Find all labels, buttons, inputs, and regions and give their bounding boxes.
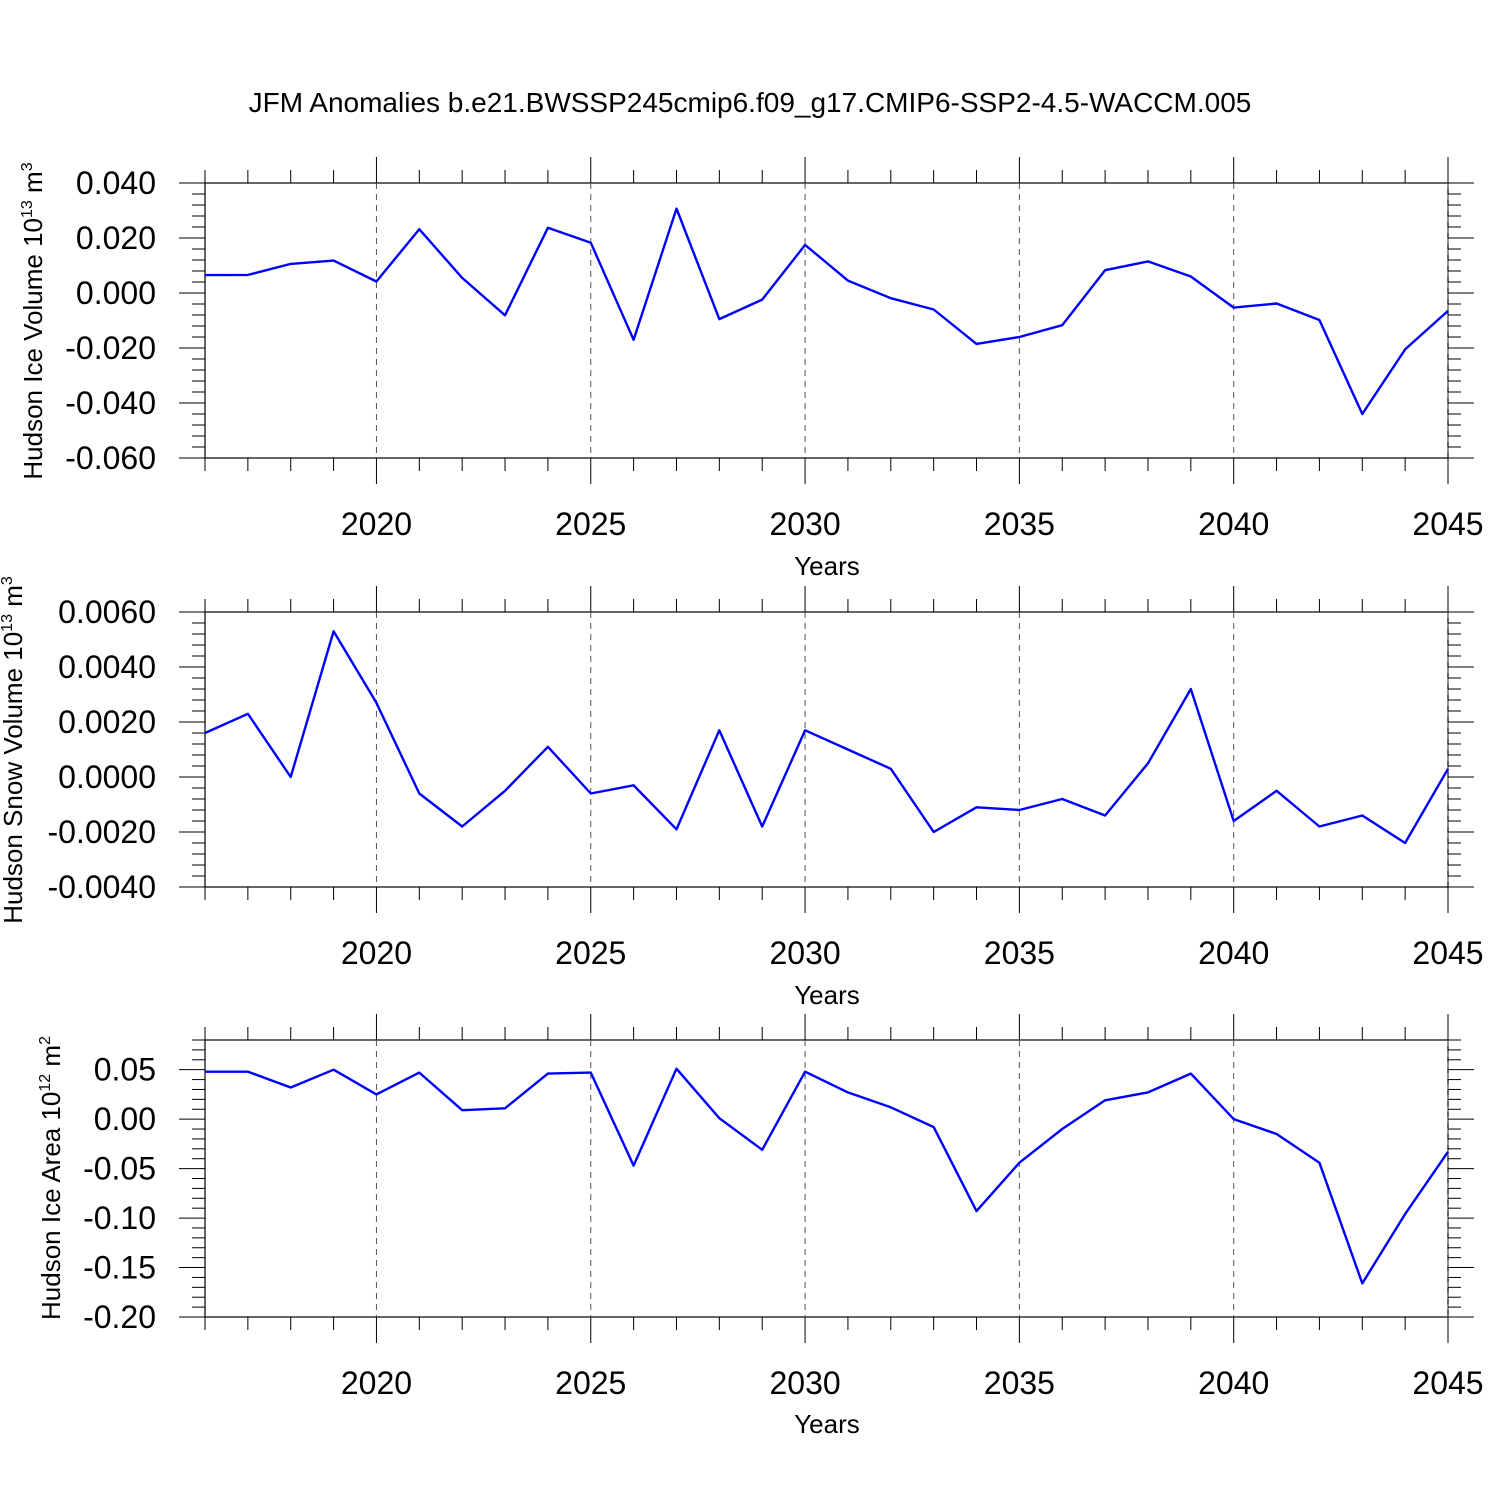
x-tick-label: 2030 <box>769 1365 840 1401</box>
y-tick-label: 0.0040 <box>58 649 156 685</box>
panel-ice-area: 2020 2025 2030 2035 2040 2045 -0.20 -0.15 -0.10 -… <box>36 1014 1484 1439</box>
x-tick-label: 2030 <box>769 506 840 542</box>
y-tick-label: 0.0020 <box>58 704 156 740</box>
y-tick-label: -0.20 <box>83 1299 156 1335</box>
figure-title: JFM Anomalies b.e21.BWSSP245cmip6.f09_g1… <box>249 87 1252 118</box>
panel-snow-volume: 2020 2025 2030 2035 2040 2045 -0.0040 -0.0020 0.… <box>0 576 1484 1010</box>
x-axis-label: Years <box>794 1409 860 1439</box>
y-axis-label-snow-volume: Hudson Snow Volume 1013 m3 <box>0 576 28 924</box>
plot-area-ice-volume <box>204 182 1449 459</box>
x-tick-label: 2035 <box>984 506 1055 542</box>
x-tick-label: 2045 <box>1412 506 1483 542</box>
x-tick-label: 2040 <box>1198 1365 1269 1401</box>
x-tick-label: 2030 <box>769 935 840 971</box>
y-tick-label: -0.15 <box>83 1250 156 1286</box>
series-line <box>204 630 1450 845</box>
x-tick-label: 2040 <box>1198 506 1269 542</box>
series-line <box>205 1067 1449 1285</box>
plot-frame <box>204 182 1449 459</box>
x-tick-label: 2045 <box>1412 935 1483 971</box>
ticks-snow-volume: 2020 2025 2030 2035 2040 2045 -0.0040 -0.0020 0.… <box>47 586 1484 971</box>
x-tick-label: 2025 <box>555 1365 626 1401</box>
panel-ice-volume: 2020 2025 2030 2035 2040 2045 -0.060 -0.040 -0.0… <box>18 157 1484 581</box>
x-tick-label: 2020 <box>341 1365 412 1401</box>
x-tick-label: 2020 <box>341 935 412 971</box>
x-tick-label: 2035 <box>984 935 1055 971</box>
plot-area-snow-volume <box>204 611 1450 888</box>
plot-frame <box>204 611 1449 888</box>
ticks-ice-area: 2020 2025 2030 2035 2040 2045 -0.20 -0.15 -0.10 -… <box>83 1014 1484 1401</box>
y-tick-label: 0.00 <box>94 1101 156 1137</box>
y-tick-label: -0.05 <box>83 1151 156 1187</box>
y-axis-label-ice-area: Hudson Ice Area 1012 m2 <box>36 1036 66 1320</box>
x-tick-label: 2035 <box>984 1365 1055 1401</box>
y-tick-label: -0.060 <box>65 440 156 476</box>
y-tick-label: 0.000 <box>76 275 156 311</box>
y-tick-label: -0.040 <box>65 385 156 421</box>
y-tick-label: 0.0000 <box>58 759 156 795</box>
series-line <box>204 207 1449 416</box>
y-tick-label: -0.10 <box>83 1200 156 1236</box>
y-axis-label-ice-volume: Hudson Ice Volume 1013 m3 <box>18 162 48 479</box>
y-tick-label: 0.05 <box>94 1052 156 1088</box>
x-axis-label: Years <box>794 980 860 1010</box>
x-tick-label: 2020 <box>341 506 412 542</box>
y-tick-label: -0.020 <box>65 330 156 366</box>
y-tick-label: 0.020 <box>76 220 156 256</box>
plot-area-ice-area <box>204 1039 1449 1318</box>
ticks-ice-volume: 2020 2025 2030 2035 2040 2045 -0.060 -0.040 -0.0… <box>65 157 1484 542</box>
x-tick-label: 2025 <box>555 935 626 971</box>
y-tick-label: 0.040 <box>76 165 156 201</box>
y-tick-label: 0.0060 <box>58 594 156 630</box>
x-tick-label: 2040 <box>1198 935 1269 971</box>
x-tick-label: 2025 <box>555 506 626 542</box>
x-axis-label: Years <box>794 551 860 581</box>
x-tick-label: 2045 <box>1412 1365 1483 1401</box>
y-tick-label: -0.0040 <box>47 869 156 905</box>
y-tick-label: -0.0020 <box>47 814 156 850</box>
